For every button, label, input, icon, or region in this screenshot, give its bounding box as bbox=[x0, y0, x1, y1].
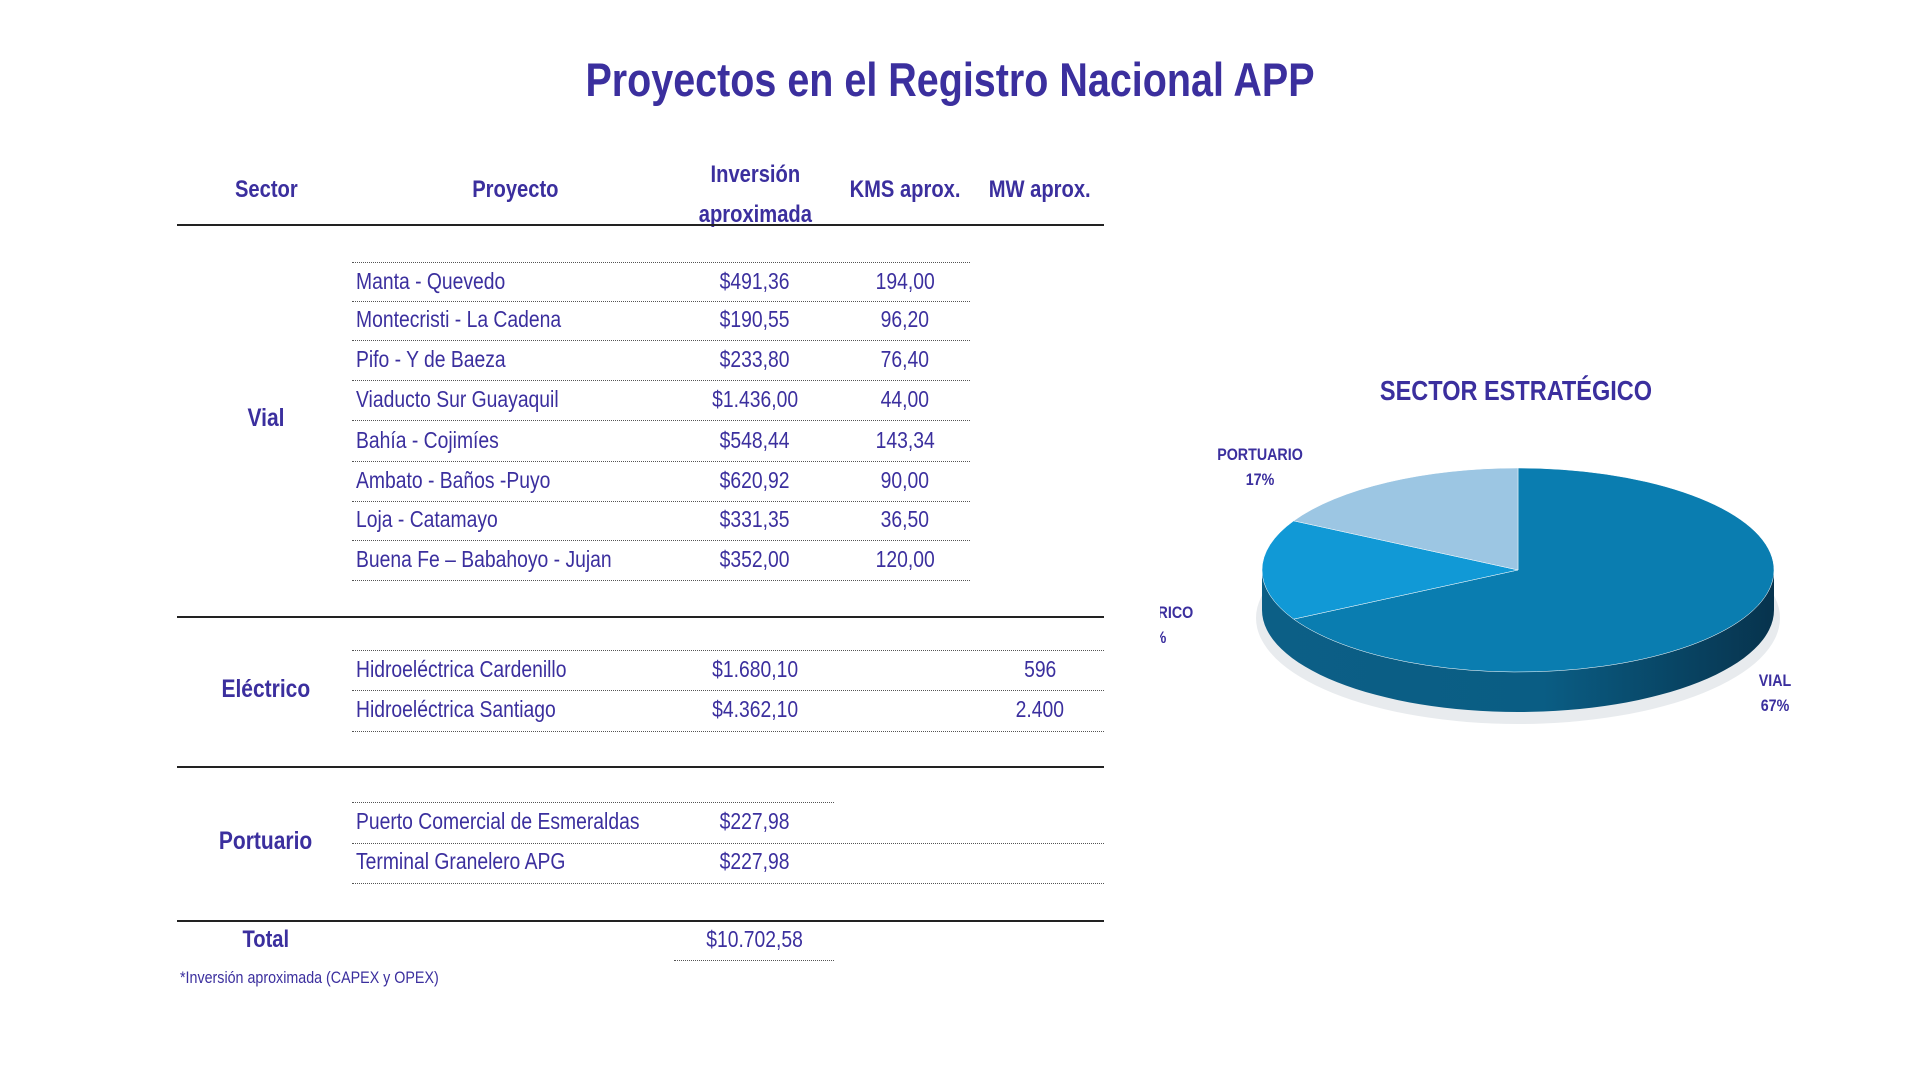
group-rule bbox=[177, 766, 1104, 768]
cell-proyecto: Pifo - Y de Baeza bbox=[356, 346, 506, 372]
cell-proyecto: Hidroeléctrica Santiago bbox=[356, 696, 556, 722]
cell-kms: 143,34 bbox=[875, 427, 935, 453]
row-divider bbox=[352, 380, 970, 381]
cell-kms: 76,40 bbox=[880, 346, 930, 372]
row-divider bbox=[352, 580, 970, 581]
cell-proyecto: Manta - Quevedo bbox=[356, 268, 506, 294]
row-divider bbox=[352, 731, 1104, 732]
total-value: $10.702,58 bbox=[706, 926, 804, 952]
cell-kms: 44,00 bbox=[880, 386, 930, 412]
cell-inversion: $233,80 bbox=[720, 346, 790, 372]
sector-vial: Vial bbox=[247, 404, 285, 432]
cell-inversion: $1.680,10 bbox=[712, 656, 798, 682]
pie-side bbox=[1262, 570, 1774, 712]
footnote: *Inversión aproximada (CAPEX y OPEX) bbox=[180, 968, 439, 987]
pie-value-electrico: 16% bbox=[1160, 629, 1166, 647]
pie-title: SECTOR ESTRATÉGICO bbox=[1380, 375, 1652, 406]
pie-slice-portuario bbox=[1293, 467, 1519, 571]
pie-label-portuario: PORTUARIO bbox=[1217, 446, 1303, 464]
header-kms: KMS aprox. bbox=[849, 176, 961, 203]
pie-value-portuario: 17% bbox=[1246, 471, 1275, 489]
sector-electrico: Eléctrico bbox=[221, 675, 311, 703]
cell-inversion: $227,98 bbox=[720, 848, 790, 874]
cell-proyecto: Bahía - Cojimíes bbox=[356, 427, 499, 453]
cell-inversion: $227,98 bbox=[720, 808, 790, 834]
cell-proyecto: Buena Fe – Babahoyo - Jujan bbox=[356, 546, 612, 572]
group-rule bbox=[177, 616, 1104, 618]
total-label: Total bbox=[242, 926, 290, 953]
pie-label-vial: VIAL bbox=[1759, 672, 1792, 690]
row-divider bbox=[352, 340, 970, 341]
cell-proyecto: Montecristi - La Cadena bbox=[356, 306, 562, 332]
row-divider bbox=[352, 461, 970, 462]
row-divider bbox=[352, 843, 1104, 844]
cell-kms: 194,00 bbox=[875, 268, 935, 294]
cell-inversion: $352,00 bbox=[720, 546, 790, 572]
cell-inversion: $620,92 bbox=[720, 467, 790, 493]
cell-proyecto: Terminal Granelero APG bbox=[356, 848, 566, 874]
header-proyecto: Proyecto bbox=[471, 176, 559, 203]
cell-proyecto: Ambato - Baños -Puyo bbox=[356, 467, 551, 493]
cell-mw: 2.400 bbox=[1015, 696, 1065, 722]
row-divider bbox=[352, 301, 970, 302]
cell-kms: 90,00 bbox=[880, 467, 930, 493]
cell-kms: 36,50 bbox=[880, 506, 930, 532]
row-divider bbox=[352, 802, 834, 803]
pie-chart: SECTOR ESTRATÉGICO VIAL 67% ELÉCTRICO 16% PO… bbox=[1160, 375, 1792, 724]
row-divider bbox=[352, 420, 970, 421]
header-mw: MW aprox. bbox=[989, 176, 1091, 203]
cell-kms: 120,00 bbox=[875, 546, 935, 572]
row-divider bbox=[352, 262, 970, 263]
cell-inversion: $190,55 bbox=[720, 306, 790, 332]
pie-value-vial: 67% bbox=[1761, 697, 1790, 715]
page-title: Proyectos en el Registro Nacional APP bbox=[585, 53, 1315, 106]
row-divider bbox=[352, 650, 1104, 651]
pie-labels: VIAL 67% ELÉCTRICO 16% PORTUARIO 17% bbox=[1160, 446, 1792, 715]
header-rule bbox=[177, 224, 1104, 226]
total-rule bbox=[177, 920, 1104, 922]
header-sector: Sector bbox=[234, 176, 298, 203]
cell-proyecto: Hidroeléctrica Cardenillo bbox=[356, 656, 567, 682]
row-divider bbox=[352, 540, 970, 541]
cell-kms: 96,20 bbox=[880, 306, 930, 332]
pie-label-electrico: ELÉCTRICO bbox=[1160, 602, 1193, 623]
row-divider bbox=[352, 883, 1104, 884]
pie-slice-vial bbox=[1293, 467, 1775, 673]
cell-inversion: $331,35 bbox=[720, 506, 790, 532]
row-divider bbox=[352, 690, 1104, 691]
total-underline bbox=[674, 960, 834, 961]
cell-proyecto: Loja - Catamayo bbox=[356, 506, 498, 532]
cell-inversion: $1.436,00 bbox=[712, 386, 798, 412]
row-divider bbox=[352, 501, 970, 502]
cell-proyecto: Puerto Comercial de Esmeraldas bbox=[356, 808, 640, 834]
cell-inversion: $491,36 bbox=[720, 268, 790, 294]
cell-proyecto: Viaducto Sur Guayaquil bbox=[356, 386, 559, 412]
sector-portuario: Portuario bbox=[219, 827, 313, 855]
cell-inversion: $4.362,10 bbox=[712, 696, 798, 722]
cell-inversion: $548,44 bbox=[720, 427, 790, 453]
pie-side-wall bbox=[1262, 570, 1774, 712]
header-inversion: Inversión aproximada bbox=[698, 161, 812, 228]
cell-mw: 596 bbox=[1023, 656, 1057, 682]
pie-slices bbox=[1261, 467, 1775, 673]
pie-slice-electrico bbox=[1261, 520, 1519, 620]
